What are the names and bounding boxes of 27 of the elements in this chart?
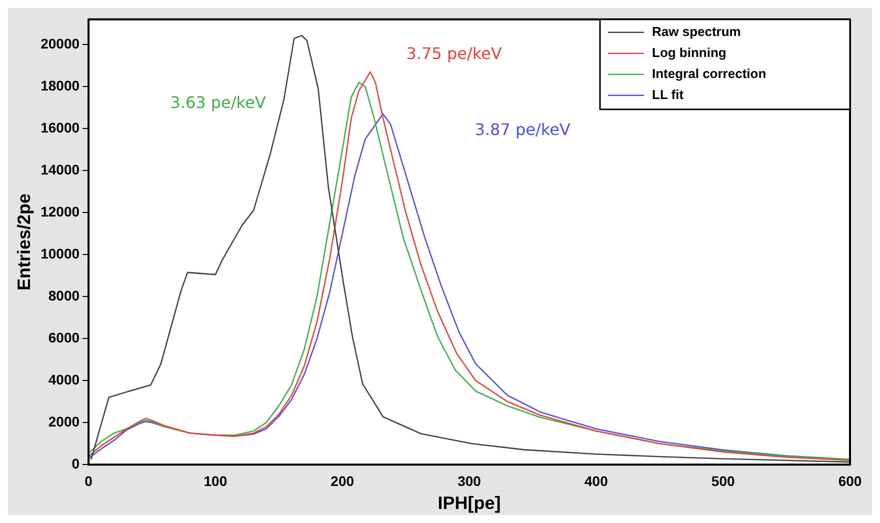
y-axis-title: Entries/2pe (14, 193, 34, 291)
annotation: 3.63 pe/keV (170, 93, 266, 112)
y-tick-label: 18000 (40, 77, 80, 94)
x-tick-label: 100 (204, 472, 228, 489)
x-axis-title: IPH[pe] (438, 493, 501, 514)
x-tick-label: 0 (84, 472, 93, 489)
y-tick-label: 20000 (40, 35, 80, 52)
y-tick-label: 4000 (48, 371, 80, 388)
x-tick-label: 200 (330, 472, 354, 489)
y-tick-label: 6000 (48, 329, 80, 346)
legend-label: Raw spectrum (652, 24, 741, 39)
x-tick-label: 500 (711, 472, 735, 489)
x-tick-label: 400 (584, 472, 608, 489)
legend-label: Integral correction (652, 66, 766, 81)
legend-label: LL fit (652, 86, 684, 102)
y-tick-label: 8000 (48, 287, 80, 304)
y-tick-label: 10000 (40, 245, 80, 262)
y-tick-label: 16000 (40, 119, 80, 136)
y-tick-label: 0 (72, 455, 80, 472)
annotation: 3.75 pe/keV (406, 44, 502, 64)
legend-label: Log binning (652, 44, 726, 60)
annotation: 3.87 pe/keV (474, 120, 570, 139)
x-tick-label: 600 (838, 472, 862, 489)
x-tick-label: 300 (458, 472, 482, 489)
y-tick-label: 14000 (40, 161, 80, 178)
y-tick-label: 2000 (48, 413, 80, 430)
y-tick-label: 12000 (40, 203, 80, 220)
